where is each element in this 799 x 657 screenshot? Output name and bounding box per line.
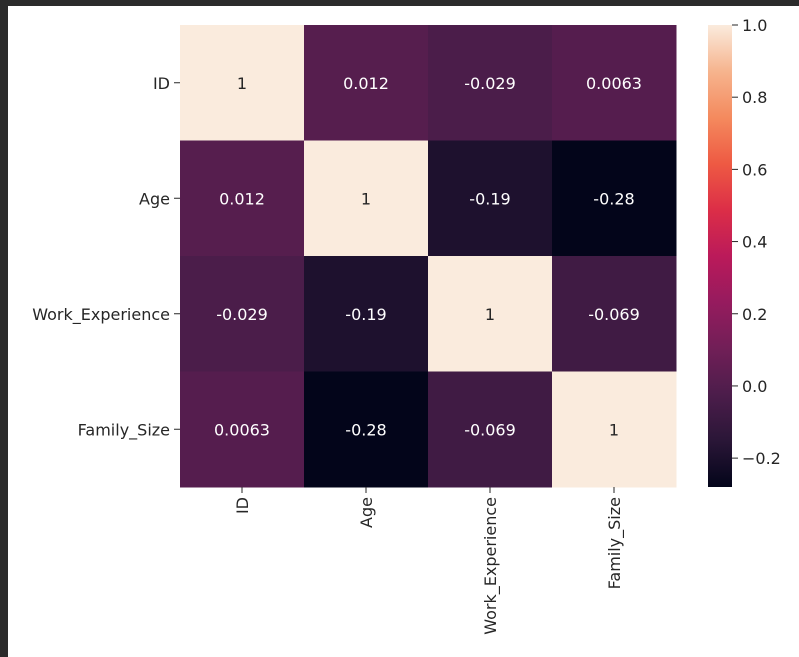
y-tick-label: ID xyxy=(153,74,170,93)
cell-value-label: 1 xyxy=(361,189,371,208)
heatmap-cells: 1 0.012 -0.029 0.0063 0.012 1 -0.19 -0.28 -0.029… xyxy=(180,25,677,488)
colorbar: 1.0 0.8 0.6 0.4 0.2 0.0 −0.2 xyxy=(708,16,781,487)
cell-value-label: 0.0063 xyxy=(586,74,642,93)
heatmap-cell xyxy=(180,256,305,372)
x-tick-label: ID xyxy=(233,497,252,514)
heatmap-cell xyxy=(552,256,677,372)
x-tick-label: Work_Experience xyxy=(481,497,501,635)
colorbar-tick-label: −0.2 xyxy=(742,449,781,468)
colorbar-tick-label: 0.6 xyxy=(742,160,767,179)
cell-value-label: -0.029 xyxy=(216,305,268,324)
cell-value-label: -0.19 xyxy=(345,305,386,324)
heatmap-cell xyxy=(552,371,677,488)
heatmap-cell xyxy=(304,371,429,488)
cell-value-label: 0.012 xyxy=(219,189,265,208)
cell-value-label: -0.069 xyxy=(588,305,640,324)
cell-value-label: 1 xyxy=(485,305,495,324)
colorbar-tick-label: 0.2 xyxy=(742,305,767,324)
heatmap-chart: 1 0.012 -0.029 0.0063 0.012 1 -0.19 -0.28 -0.029… xyxy=(32,16,781,635)
x-axis: ID Age Work_Experience Family_Size xyxy=(233,487,625,635)
heatmap-cell xyxy=(428,25,553,141)
heatmap-cell xyxy=(304,140,429,257)
y-tick-label: Work_Experience xyxy=(32,305,170,325)
heatmap-cell xyxy=(304,256,429,372)
y-tick-label: Family_Size xyxy=(78,420,170,440)
cell-value-label: 1 xyxy=(237,74,247,93)
colorbar-tick-label: 0.4 xyxy=(742,233,767,252)
x-tick-label: Age xyxy=(357,497,376,528)
y-tick-label: Age xyxy=(139,189,170,208)
heatmap-cell xyxy=(552,140,677,257)
cell-value-label: -0.069 xyxy=(464,420,516,439)
cell-value-label: -0.19 xyxy=(469,189,510,208)
cell-value-label: 1 xyxy=(609,420,619,439)
x-tick-label: Family_Size xyxy=(605,497,625,589)
colorbar-tick-label: 1.0 xyxy=(742,16,767,35)
heatmap-cell xyxy=(428,140,553,257)
output-panel: 1 0.012 -0.029 0.0063 0.012 1 -0.19 -0.28 -0.029… xyxy=(8,6,799,657)
cell-value-label: 0.0063 xyxy=(214,420,270,439)
cell-value-label: 0.012 xyxy=(343,74,389,93)
heatmap-cell xyxy=(428,371,553,488)
heatmap-cell xyxy=(180,25,305,141)
heatmap-cell xyxy=(180,371,305,488)
cell-value-label: -0.029 xyxy=(464,74,516,93)
heatmap-cell xyxy=(180,140,305,257)
y-axis: ID Age Work_Experience Family_Size xyxy=(32,74,180,440)
colorbar-gradient xyxy=(708,25,732,487)
colorbar-tick-label: 0.0 xyxy=(742,377,767,396)
heatmap-cell xyxy=(552,25,677,141)
cell-value-label: -0.28 xyxy=(345,420,386,439)
cell-value-label: -0.28 xyxy=(593,189,634,208)
heatmap-cell xyxy=(304,25,429,141)
colorbar-tick-label: 0.8 xyxy=(742,88,767,107)
heatmap-cell xyxy=(428,256,553,372)
